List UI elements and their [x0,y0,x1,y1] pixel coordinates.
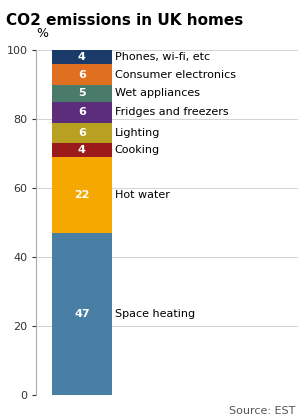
Text: 4: 4 [78,52,86,62]
Text: 6: 6 [78,128,86,138]
Text: Hot water: Hot water [115,190,170,200]
Text: %: % [36,27,48,40]
Bar [52,123,112,143]
Bar [52,50,112,64]
Bar [52,233,112,395]
Text: 22: 22 [74,190,90,200]
Text: Space heating: Space heating [115,309,195,319]
Bar [52,143,112,157]
Bar [52,102,112,123]
Bar [52,157,112,233]
Text: CO2 emissions in UK homes: CO2 emissions in UK homes [6,13,243,28]
Text: 5: 5 [78,89,86,98]
Bar [52,64,112,85]
Text: Source: EST: Source: EST [229,406,295,416]
Text: Phones, wi-fi, etc: Phones, wi-fi, etc [115,52,210,62]
Text: Consumer electronics: Consumer electronics [115,69,236,79]
Text: Fridges and freezers: Fridges and freezers [115,108,228,118]
Text: Lighting: Lighting [115,128,160,138]
Text: 6: 6 [78,69,86,79]
Text: Wet appliances: Wet appliances [115,89,200,98]
Text: 4: 4 [78,145,86,155]
Bar [52,85,112,102]
Text: Cooking: Cooking [115,145,160,155]
Text: 47: 47 [74,309,90,319]
Text: 6: 6 [78,108,86,118]
